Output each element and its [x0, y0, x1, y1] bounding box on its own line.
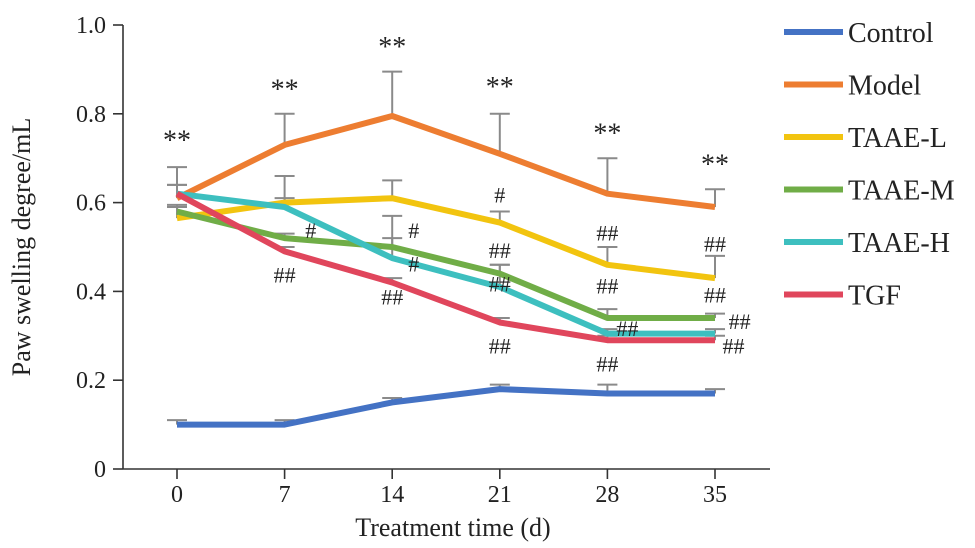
- significance-hash: ##: [489, 334, 511, 359]
- significance-hash: #: [305, 218, 316, 243]
- significance-hash: ##: [596, 274, 618, 299]
- legend-label: TGF: [848, 281, 901, 312]
- y-tick-label: 0: [94, 457, 106, 483]
- x-tick-label: 7: [279, 482, 291, 508]
- significance-hash: ##: [596, 351, 618, 376]
- error-bars: [167, 70, 725, 425]
- x-tick-label: 35: [703, 482, 727, 508]
- significance-hash: ##: [381, 285, 403, 310]
- legend-label: TAAE-H: [848, 228, 950, 259]
- significance-hash: #: [408, 218, 419, 243]
- significance-hash: #: [408, 251, 419, 276]
- x-tick-label: 28: [595, 482, 619, 508]
- series-line-control: [177, 386, 715, 428]
- significance-stars: **: [701, 150, 729, 181]
- significance-stars: **: [486, 72, 514, 103]
- legend-label: TAAE-M: [848, 176, 955, 207]
- significance-annotations: ************############################…: [163, 32, 751, 376]
- legend-label: Model: [848, 71, 921, 102]
- significance-hash: ##: [616, 316, 638, 341]
- series-lines: [175, 113, 716, 428]
- significance-stars: **: [593, 119, 621, 150]
- significance-hash: ##: [596, 220, 618, 245]
- significance-stars: **: [163, 125, 191, 156]
- legend: Control Model TAAE-L TAAE-M TAAE-H TGF: [784, 18, 955, 312]
- series-line-model: [175, 113, 716, 210]
- x-tick-label: 0: [171, 482, 183, 508]
- y-tick-label: 0.2: [76, 368, 106, 394]
- series-line-taae-m: [176, 208, 715, 321]
- x-tick-label: 21: [488, 482, 512, 508]
- y-tick-label: 0.4: [76, 279, 106, 305]
- legend-label: TAAE-L: [848, 123, 947, 154]
- significance-stars: **: [378, 32, 406, 63]
- significance-hash: #: [494, 183, 505, 208]
- y-tick-label: 0.8: [76, 102, 106, 128]
- axes: [122, 25, 770, 470]
- significance-hash: ##: [489, 238, 511, 263]
- significance-hash: ##: [274, 263, 296, 288]
- y-axis-title: Paw swelling degree/mL: [7, 118, 36, 377]
- significance-hash: ##: [489, 271, 511, 296]
- x-axis-title: Treatment time (d): [355, 513, 550, 542]
- series-line-tgf: [175, 191, 715, 344]
- significance-hash: ##: [704, 231, 726, 256]
- significance-stars: **: [271, 74, 299, 105]
- ticks: 0 0.2 0.4 0.6 0.8 1.0 0 7 14 21 28 35: [76, 13, 727, 508]
- x-tick-label: 14: [380, 482, 404, 508]
- y-tick-label: 0.6: [76, 191, 106, 217]
- legend-label: Control: [848, 18, 934, 49]
- significance-hash: ##: [729, 309, 751, 334]
- significance-hash: ##: [704, 283, 726, 308]
- series-line-taae-h: [176, 190, 715, 337]
- y-tick-label: 1.0: [76, 13, 106, 39]
- significance-hash: ##: [722, 334, 744, 359]
